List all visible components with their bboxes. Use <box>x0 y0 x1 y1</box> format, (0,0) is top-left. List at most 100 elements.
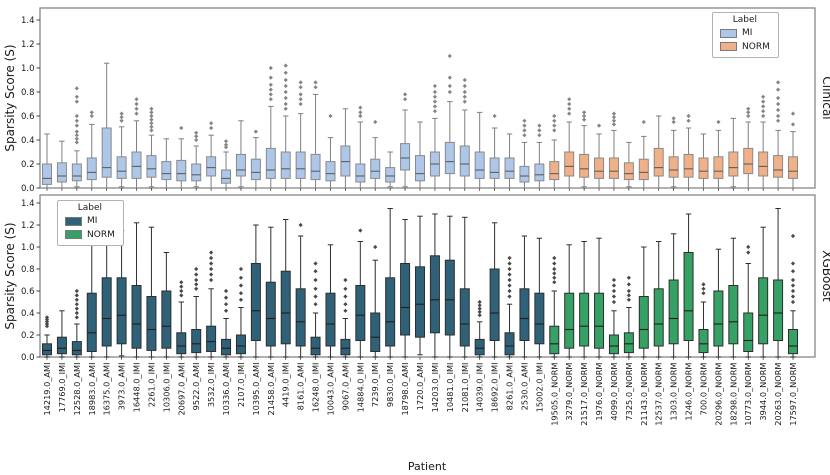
outlier-marker <box>134 97 139 102</box>
box-xgboost-16375.0_AMI <box>101 277 112 347</box>
box-xgboost-17769.0_IMI <box>56 336 67 355</box>
outlier-marker <box>775 107 781 113</box>
box-xgboost-18798.0_AMI <box>400 263 411 336</box>
outlier-marker <box>611 299 617 305</box>
outlier-marker <box>209 121 214 126</box>
outlier-marker <box>537 123 542 128</box>
outlier-marker <box>507 277 512 283</box>
box-clinical-2261.0_IMI <box>146 155 157 178</box>
outlier-marker <box>462 83 467 89</box>
box-xgboost-2261.0_IMI <box>146 296 157 351</box>
box-clinical-9067.0_AMI <box>340 145 351 177</box>
outlier-marker <box>373 244 378 250</box>
outlier-marker <box>179 288 184 294</box>
outlier-marker <box>149 121 154 126</box>
outlier-marker <box>507 283 512 288</box>
outlier-marker <box>268 65 273 71</box>
box-xgboost-700.0_NORM <box>698 329 709 354</box>
box-xgboost-15002.0_IMI <box>534 292 545 345</box>
patient-tick-label: 21143.0_NORM <box>639 363 649 426</box>
patient-tick-label: 700.0_NORM <box>698 363 708 416</box>
outlier-marker <box>746 250 751 255</box>
outlier-marker <box>611 283 617 288</box>
outlier-marker <box>507 266 512 272</box>
box-clinical-1720.0_AMI <box>415 155 425 182</box>
outlier-marker <box>283 89 288 95</box>
patient-tick-label: 3532.0_IMI <box>206 363 216 408</box>
box-xgboost-9830.0_IMI <box>385 277 396 347</box>
outlier-marker <box>149 117 154 122</box>
y-tick-label: 0.0 <box>21 184 35 194</box>
outlier-marker <box>626 293 631 298</box>
box-clinical-18798.0_AMI <box>400 143 411 171</box>
box-xgboost-1303.0_NORM <box>668 279 679 345</box>
outlier-marker <box>507 261 512 266</box>
box-clinical-10395.0_AMI <box>250 158 261 181</box>
patient-tick-label: 2530.0_AMI <box>519 363 529 411</box>
y-tick-label: 0.6 <box>21 287 35 297</box>
outlier-marker <box>477 306 482 311</box>
outlier-marker <box>209 250 214 255</box>
box-clinical-10773.0_NORM <box>743 147 754 175</box>
box-clinical-21143.0_NORM <box>638 158 649 181</box>
patient-tick-label: 21081.0_IMI <box>460 363 470 413</box>
outlier-marker <box>298 222 303 228</box>
box-xgboost-3973.0_AMI <box>116 277 127 345</box>
outlier-marker <box>746 106 751 111</box>
outlier-marker <box>313 302 318 307</box>
box-xgboost-10306.0_IMI <box>161 290 172 349</box>
outlier-marker <box>194 286 199 291</box>
outlier-marker <box>283 77 288 83</box>
box-clinical-20263.0_NORM <box>773 155 784 178</box>
outlier-marker <box>790 111 796 116</box>
outlier-marker <box>701 282 706 287</box>
xgboost-legend-item-norm: NORM <box>65 230 115 240</box>
box-xgboost-21081.0_IMI <box>459 288 470 347</box>
outlier-marker <box>223 288 229 294</box>
outlier-marker <box>223 145 229 150</box>
patient-tick-label: 21517.0_NORM <box>579 363 589 426</box>
box-xgboost-9522.0_AMI <box>191 329 202 354</box>
outlier-marker <box>298 80 303 85</box>
box-clinical-18298.0_NORM <box>728 151 739 177</box>
outlier-marker <box>74 123 79 128</box>
clinical-legend-item-norm: NORM <box>720 42 770 52</box>
outlier-marker <box>582 113 587 119</box>
patient-tick-label: 1246.0_NORM <box>684 363 694 421</box>
patient-tick-label: 4099.0_NORM <box>609 363 619 421</box>
box-xgboost-21517.0_NORM <box>579 292 590 347</box>
outlier-marker <box>432 109 438 114</box>
y-tick-label: 0.2 <box>21 331 35 341</box>
patient-tick-label: 17769.0_IMI <box>57 363 67 413</box>
outlier-marker <box>641 119 646 125</box>
patient-tick-label: 16375.0_AMI <box>102 363 112 416</box>
patient-tick-label: 14219.0_AMI <box>42 363 52 416</box>
box-clinical-21081.0_IMI <box>459 145 470 177</box>
outlier-marker <box>507 255 512 261</box>
outlier-marker <box>74 288 79 294</box>
box-xgboost-17597.0_NORM <box>788 329 798 355</box>
outlier-marker <box>44 319 50 324</box>
patient-tick-label: 20296.0_NORM <box>713 363 723 426</box>
outlier-marker <box>283 63 288 68</box>
outlier-marker <box>447 83 452 89</box>
outlier-marker <box>358 110 363 115</box>
ylabel-clinical: Sparsity Score (S) <box>3 44 17 151</box>
outlier-marker <box>358 105 363 110</box>
y-tick-label: 1.0 <box>21 243 35 253</box>
clinical-legend-label-norm: NORM <box>742 41 770 52</box>
outlier-marker <box>477 303 482 308</box>
outlier-marker <box>432 99 438 104</box>
outlier-marker <box>790 283 796 288</box>
outlier-marker <box>552 280 557 285</box>
outlier-marker <box>552 271 557 276</box>
outlier-marker <box>462 99 467 104</box>
outlier-marker <box>209 125 214 131</box>
patient-tick-label: 10043.0_AMI <box>325 363 335 416</box>
y-tick-label: 0.0 <box>21 353 35 363</box>
outlier-marker <box>790 261 796 266</box>
outlier-marker <box>313 286 318 291</box>
patient-tick-label: 12528.0_AMI <box>72 363 82 416</box>
patient-tick-label: 14203.0_IMI <box>430 363 440 413</box>
box-xgboost-20263.0_NORM <box>773 279 784 341</box>
